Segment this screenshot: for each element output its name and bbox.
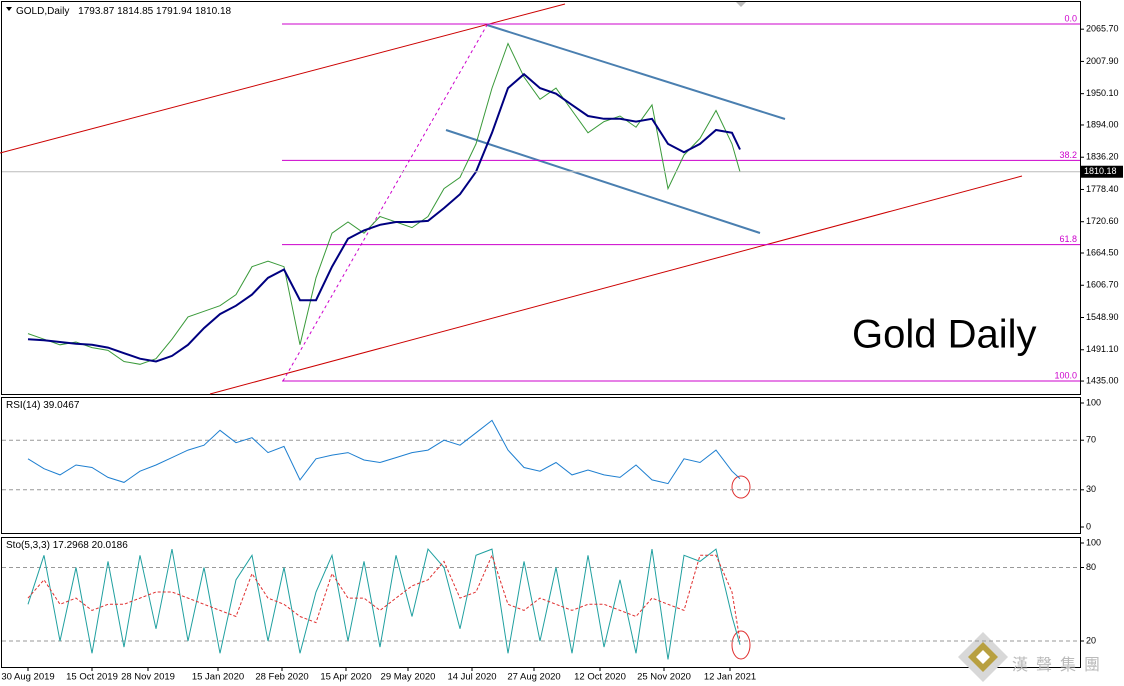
x-tick-label: 12 Jan 2021 (704, 672, 756, 683)
fib-label: 61.8 (1059, 234, 1077, 244)
y-tick-label: 70 (1086, 435, 1096, 445)
x-tick-label: 15 Oct 2019 (66, 672, 118, 683)
watermark: 漢聲集團 (1012, 656, 1108, 674)
x-tick-label: 25 Nov 2020 (637, 672, 691, 683)
series-line (27, 42, 741, 365)
annotation: Gold Daily (852, 313, 1037, 357)
y-tick-label: 1606.70 (1086, 280, 1119, 290)
series-line (27, 548, 741, 660)
trend-line (445, 129, 761, 234)
menu-arrow[interactable] (6, 7, 12, 11)
close: 1810.18 (195, 6, 232, 17)
stoch-d-value: 20.0186 (92, 540, 129, 551)
y-tick-label: 1894.00 (1086, 119, 1119, 129)
last-price-label: 1810.18 (1084, 166, 1117, 176)
rsi-value: 39.0467 (43, 400, 80, 411)
open: 1793.87 (78, 6, 115, 17)
highlight-circle (731, 630, 751, 660)
fib-label: 38.2 (1059, 150, 1077, 160)
fib-trend (282, 24, 488, 382)
scroll-marker (736, 2, 746, 7)
y-tick-label: 100 (1086, 537, 1101, 547)
x-tick-label: 14 Jul 2020 (447, 672, 496, 683)
y-tick-label: 2007.90 (1086, 56, 1119, 66)
y-tick-label: 1491.10 (1086, 344, 1119, 354)
highlight-circle (731, 475, 751, 499)
high: 1814.85 (117, 6, 154, 17)
stoch-panel (1, 537, 1081, 668)
x-tick-label: 15 Jan 2020 (192, 672, 244, 683)
stoch-k-value: 17.2968 (53, 540, 90, 551)
logo-shape (976, 650, 990, 664)
x-tick-label: 28 Feb 2020 (255, 672, 308, 683)
y-tick-label: 1548.90 (1086, 312, 1119, 322)
stoch-name: Sto(5,3,3) (6, 540, 50, 551)
x-tick-label: 15 Apr 2020 (320, 672, 371, 683)
header: GOLD,Daily 1793.87 1814.85 1791.94 1810.… (16, 6, 232, 17)
x-tick-label: 29 May 2020 (381, 672, 436, 683)
trend-line (486, 24, 786, 120)
watermark-logo (958, 632, 1008, 682)
y-tick-label: 80 (1086, 562, 1096, 572)
y-tick-label: 1950.10 (1086, 88, 1119, 98)
y-tick-label: 20 (1086, 635, 1096, 645)
y-tick-label: 0 (1086, 521, 1091, 531)
main-panel (1, 1, 1081, 395)
y-tick-label: 2065.70 (1086, 24, 1119, 34)
series-line (27, 553, 741, 642)
x-tick-label: 30 Aug 2019 (1, 672, 54, 683)
last-price-box (1081, 165, 1123, 178)
x-tick-label: 27 Aug 2020 (507, 672, 560, 683)
x-tick-label: 12 Oct 2020 (574, 672, 626, 683)
symbol: GOLD,Daily (16, 6, 69, 17)
y-tick-label: 1836.20 (1086, 152, 1119, 162)
y-tick-label: 100 (1086, 397, 1101, 407)
low: 1791.94 (156, 6, 193, 17)
series-line (27, 419, 741, 485)
fib-label: 100.0 (1054, 370, 1077, 380)
x-tick-label: 28 Nov 2019 (121, 672, 175, 683)
rsi-panel (1, 397, 1081, 534)
y-tick-label: 30 (1086, 484, 1096, 494)
y-tick-label: 1778.40 (1086, 184, 1119, 194)
trend-line (209, 175, 1023, 395)
rsi-name: RSI(14) (6, 400, 40, 411)
y-tick-label: 1720.60 (1086, 216, 1119, 226)
series-line (27, 72, 741, 363)
channel-lines (0, 3, 1023, 395)
y-tick-label: 1664.50 (1086, 247, 1119, 257)
rsi-header: RSI(14) 39.0467 (6, 400, 80, 411)
stoch-header: Sto(5,3,3) 17.2968 20.0186 (6, 540, 128, 551)
y-tick-label: 1435.00 (1086, 375, 1119, 385)
fib-label: 0.0 (1064, 13, 1077, 23)
trend-line (0, 3, 566, 154)
